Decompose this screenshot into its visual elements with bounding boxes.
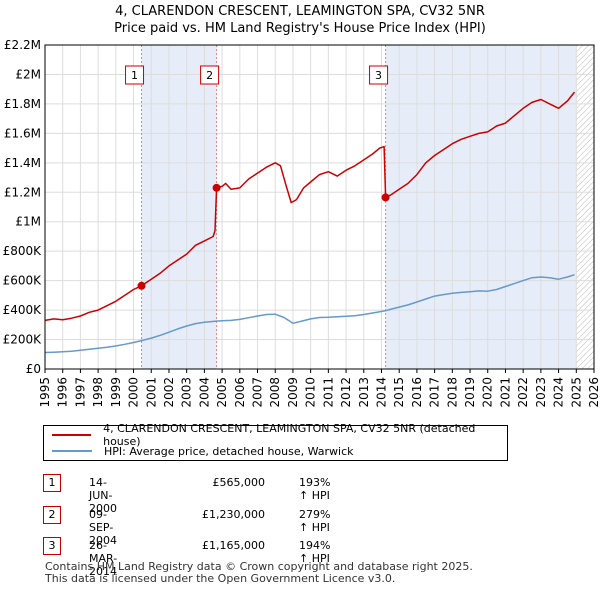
transaction-price: £1,165,000 bbox=[202, 539, 265, 552]
y-tick-label: £0 bbox=[26, 362, 41, 376]
sale-marker-label: 1 bbox=[131, 69, 138, 82]
sale-marker-label-box bbox=[369, 65, 389, 85]
x-tick-label: 2015 bbox=[392, 377, 406, 408]
transaction-hpi-change: 193% ↑ HPI bbox=[299, 476, 331, 502]
transaction-date: 26-MAR-2014 bbox=[89, 539, 118, 578]
y-tick-label: £1M bbox=[15, 215, 41, 229]
footer-licence: This data is licensed under the Open Gov… bbox=[45, 572, 396, 585]
y-tick-label: £600K bbox=[3, 274, 43, 288]
x-tick-label: 2000 bbox=[127, 377, 141, 408]
legend-label-property: 4, CLARENDON CRESCENT, LEAMINGTON SPA, C… bbox=[103, 422, 476, 448]
x-tick-label: 2019 bbox=[463, 377, 477, 408]
legend-swatch-hpi bbox=[52, 450, 92, 452]
legend-swatch-property bbox=[52, 434, 92, 436]
x-tick-label: 1997 bbox=[73, 377, 87, 408]
y-tick-label: £2M bbox=[15, 67, 41, 81]
x-tick-label: 2005 bbox=[215, 377, 229, 408]
transaction-marker-box: 1 bbox=[43, 474, 61, 492]
x-tick-label: 2004 bbox=[197, 377, 211, 408]
x-tick-label: 2017 bbox=[428, 377, 442, 408]
sale-point bbox=[137, 281, 146, 290]
x-tick-label: 2026 bbox=[587, 377, 600, 408]
sale-marker-label-box bbox=[200, 65, 220, 85]
x-tick-label: 1998 bbox=[91, 377, 105, 408]
transaction-price: £1,230,000 bbox=[202, 508, 265, 521]
legend-item-property: 4, CLARENDON CRESCENT, LEAMINGTON SPA, C… bbox=[52, 422, 507, 448]
x-tick-label: 2025 bbox=[569, 377, 583, 408]
shaded-period bbox=[141, 45, 217, 369]
sale-point bbox=[381, 193, 390, 202]
hpi-series-line bbox=[44, 273, 575, 354]
price-chart: £0 £200K £400K £600K £800K £1M £1.2M £1.4M £1.6M… bbox=[3, 38, 600, 408]
chart-title-line1: 4, CLARENDON CRESCENT, LEAMINGTON SPA, C… bbox=[115, 4, 485, 19]
x-tick-label: 2012 bbox=[339, 377, 353, 408]
x-tick-label: 2022 bbox=[516, 377, 530, 408]
sale-marker-label: 2 bbox=[206, 69, 213, 82]
x-tick-label: 2013 bbox=[357, 377, 371, 408]
transaction-marker-box: 2 bbox=[43, 506, 61, 524]
x-tick-label: 2021 bbox=[498, 377, 512, 408]
x-tick-label: 2014 bbox=[374, 377, 388, 408]
sale-point bbox=[212, 183, 221, 192]
x-tick-label: 1996 bbox=[56, 377, 70, 408]
legend-label-hpi: HPI: Average price, detached house, Warw… bbox=[104, 444, 354, 458]
x-tick-label: 2011 bbox=[321, 377, 335, 408]
chart-title-line2: Price paid vs. HM Land Registry's House … bbox=[114, 21, 486, 36]
legend-item-hpi: HPI: Average price, detached house, Warw… bbox=[52, 443, 354, 459]
y-tick-label: £1.4M bbox=[4, 156, 41, 170]
transaction-date: 14-JUN-2000 bbox=[89, 476, 117, 515]
transaction-hpi-change: 279% ↑ HPI bbox=[299, 508, 331, 534]
x-tick-label: 2023 bbox=[534, 377, 548, 408]
footer-copyright: Contains HM Land Registry data © Crown c… bbox=[45, 560, 473, 573]
y-tick-label: £1.8M bbox=[4, 97, 41, 111]
forecast-hatch bbox=[576, 45, 594, 369]
transaction-price: £565,000 bbox=[212, 476, 266, 489]
x-tick-label: 2016 bbox=[410, 377, 424, 408]
plot-frame bbox=[44, 44, 595, 370]
sale-marker-label: 3 bbox=[375, 69, 382, 82]
sale-marker-label-box bbox=[125, 65, 145, 85]
legend: 4, CLARENDON CRESCENT, LEAMINGTON SPA, C… bbox=[43, 422, 508, 461]
y-tick-label: £400K bbox=[3, 303, 43, 317]
transaction-marker-box: 3 bbox=[43, 537, 61, 555]
x-tick-label: 2007 bbox=[251, 377, 265, 408]
y-tick-label: £200K bbox=[3, 333, 43, 347]
x-tick-label: 2024 bbox=[552, 377, 566, 408]
transaction-hpi-change: 194% ↑ HPI bbox=[299, 539, 331, 565]
x-tick-label: 2001 bbox=[144, 377, 158, 408]
y-tick-label: £1.6M bbox=[4, 126, 41, 140]
y-tick-label: £800K bbox=[3, 244, 43, 258]
x-tick-label: 2002 bbox=[162, 377, 176, 408]
x-tick-label: 1995 bbox=[38, 377, 52, 408]
x-tick-label: 2010 bbox=[304, 377, 318, 408]
y-tick-label: £2.2M bbox=[4, 38, 41, 52]
x-tick-label: 1999 bbox=[109, 377, 123, 408]
shaded-period bbox=[385, 45, 577, 369]
transaction-date: 09-SEP-2004 bbox=[89, 508, 117, 547]
x-tick-label: 2006 bbox=[233, 377, 247, 408]
x-tick-label: 2009 bbox=[286, 377, 300, 408]
x-tick-label: 2018 bbox=[445, 377, 459, 408]
y-tick-label: £1.2M bbox=[4, 185, 41, 199]
x-tick-label: 2008 bbox=[268, 377, 282, 408]
x-tick-label: 2020 bbox=[481, 377, 495, 408]
x-tick-label: 2003 bbox=[180, 377, 194, 408]
